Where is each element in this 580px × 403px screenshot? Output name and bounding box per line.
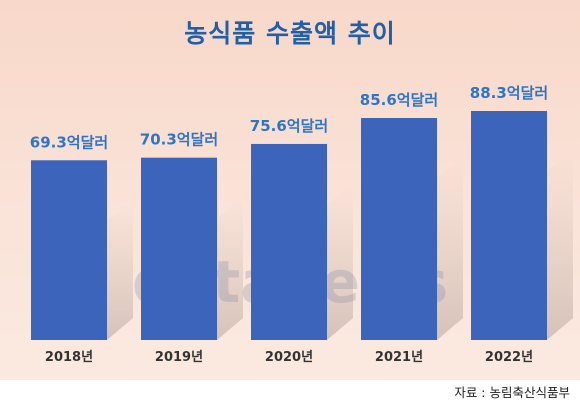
data-label: 75.6억달러	[250, 117, 328, 135]
category-label: 2022년	[485, 350, 533, 365]
data-label: 85.6억달러	[360, 91, 438, 109]
source-note: 자료 : 농림축산식품부	[454, 385, 570, 400]
bar-2018년	[31, 160, 107, 340]
bar-shadow	[437, 158, 463, 340]
category-label: 2021년	[375, 350, 423, 365]
bar-shadow	[217, 197, 243, 340]
bar-2019년	[141, 157, 217, 340]
bar-chart: datanews 69.3억달러70.3억달러75.6억달러85.6억달러88.…	[30, 84, 573, 365]
data-label: 69.3억달러	[30, 133, 108, 151]
category-label: 2020년	[265, 350, 313, 365]
data-label: 88.3억달러	[470, 84, 548, 102]
category-label: 2018년	[45, 350, 93, 365]
bar-2020년	[251, 143, 327, 340]
bar-2022년	[471, 111, 547, 340]
bar-shadow	[547, 151, 573, 340]
data-label: 70.3억달러	[140, 131, 218, 149]
bar-shadow	[327, 183, 353, 340]
chart-title: 농식품 수출액 추이	[184, 19, 396, 48]
bar-shadow	[107, 200, 133, 340]
bar-2021년	[361, 118, 437, 341]
category-label: 2019년	[155, 350, 203, 365]
